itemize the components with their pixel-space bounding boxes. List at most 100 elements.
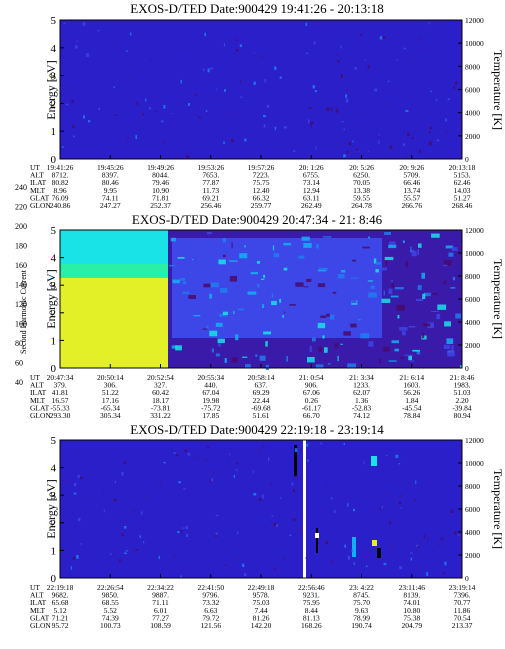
texture-cell [315, 364, 324, 369]
texture-cell [72, 557, 76, 560]
texture-cell [418, 540, 421, 543]
texture-cell [343, 300, 347, 305]
texture-cell [229, 260, 238, 262]
texture-cell [309, 346, 312, 352]
orbit-cell: 80.94 [454, 411, 471, 420]
texture-cell [405, 261, 408, 268]
texture-cell [423, 292, 431, 297]
texture-cell [436, 313, 441, 320]
texture-cell [340, 74, 343, 79]
orbit-cell: -61.17 [302, 403, 322, 412]
texture-cell [274, 126, 277, 131]
orbit-row-label: MLT [30, 606, 46, 615]
orbit-cell: 21: 6:14 [399, 373, 424, 382]
texture-cell [177, 156, 179, 158]
texture-cell [379, 36, 383, 40]
orbit-cell: 51.61 [253, 411, 270, 420]
texture-cell [383, 562, 387, 566]
texture-cell [150, 58, 152, 62]
texture-cell [447, 98, 450, 101]
texture-cell [80, 543, 82, 545]
texture-cell [375, 269, 379, 273]
texture-cell [327, 363, 331, 365]
orbit-cell: 23: 4:22 [349, 583, 374, 592]
texture-cell [215, 532, 218, 535]
orbit-cell: 79.46 [152, 178, 169, 187]
y-tick-right-label: 8000 [465, 482, 480, 491]
texture-cell [291, 482, 294, 486]
texture-cell [223, 254, 226, 258]
texture-cell [231, 138, 234, 143]
orbit-cell: 70.54 [454, 613, 471, 622]
texture-cell [205, 458, 208, 462]
texture-cell [273, 568, 277, 570]
texture-cell [451, 345, 454, 351]
texture-cell [345, 94, 348, 98]
texture-cell [246, 483, 249, 485]
texture-cell [206, 232, 212, 235]
orbit-row-label: GLON [30, 621, 51, 630]
texture-cell [317, 283, 326, 288]
y-tick-right-label: 6000 [465, 295, 480, 304]
orbit-cell: 14.03 [454, 186, 471, 195]
texture-cell [211, 471, 215, 475]
texture-cell [318, 346, 322, 352]
texture-cell [209, 293, 213, 299]
texture-cell [211, 348, 214, 353]
texture-cell [440, 537, 444, 540]
orbit-cell: 142.20 [251, 621, 272, 630]
colorbar-tick-label: 220 [15, 203, 27, 212]
orbit-cell: 51.27 [454, 193, 471, 202]
texture-cell [415, 480, 417, 484]
texture-cell [317, 269, 327, 272]
texture-cell [375, 262, 381, 265]
texture-cell [399, 566, 403, 570]
texture-cell [352, 259, 357, 262]
texture-cell [402, 240, 405, 244]
texture-cell [378, 140, 380, 144]
orbit-cell: 65.68 [52, 598, 69, 607]
panel-3: EXOS-D/TED Date:900429 22:19:18 - 23:19:… [30, 422, 505, 630]
texture-cell [224, 89, 226, 92]
texture-cell [326, 313, 330, 317]
texture-cell [252, 470, 254, 473]
texture-cell [127, 76, 130, 79]
texture-cell [239, 268, 242, 272]
texture-cell [112, 42, 114, 46]
texture-cell [171, 345, 178, 349]
texture-cell [65, 103, 69, 106]
orbit-cell: 69.29 [253, 388, 270, 397]
texture-cell [73, 135, 75, 138]
texture-cell [391, 279, 393, 282]
orbit-cell: 73.32 [202, 598, 219, 607]
texture-cell [272, 245, 275, 251]
texture-cell [405, 486, 407, 489]
orbit-cell: 77.87 [202, 178, 219, 187]
texture-cell [385, 101, 388, 104]
region-cyan-top [60, 230, 168, 264]
texture-cell [240, 96, 243, 98]
orbit-cell: 80.46 [102, 178, 119, 187]
orbit-row-label: ALT [30, 381, 44, 390]
orbit-cell: 8044. [152, 171, 169, 180]
y-tick-label: 0 [51, 363, 57, 375]
texture-cell [235, 334, 239, 341]
panel-3-plot-bg [60, 440, 462, 578]
texture-cell [124, 552, 127, 554]
panel-3-y-label-right: Temperature [K] [491, 469, 505, 549]
texture-cell [410, 557, 413, 561]
texture-cell [446, 338, 454, 344]
texture-cell [231, 357, 238, 363]
y-tick-label: 1 [51, 545, 57, 557]
texture-cell [341, 121, 344, 123]
orbit-cell: 75.75 [253, 178, 270, 187]
y-tick-label: 3 [51, 71, 57, 83]
texture-cell [242, 563, 245, 567]
texture-cell [310, 124, 312, 128]
texture-cell [303, 243, 312, 248]
texture-cell [417, 249, 420, 255]
y-tick-right-label: 4000 [465, 528, 480, 537]
y-tick-right-label: 6000 [465, 505, 480, 514]
texture-cell [271, 515, 274, 518]
orbit-cell: 10.90 [152, 186, 169, 195]
